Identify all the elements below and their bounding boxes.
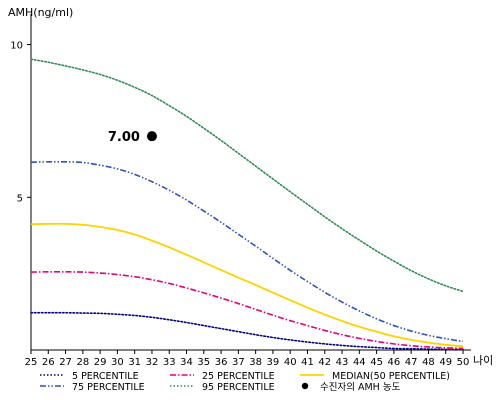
- series-line-25-percentile: [30, 270, 464, 350]
- x-tick-label: 45: [370, 357, 383, 368]
- legend: 5 PERCENTILE 25 PERCENTILE MEDIAN(50 PERCE…: [40, 371, 450, 393]
- tick-labels: 5 10 25 26 27 28 29 30 31 32 33 34 35 36 37 38 39 40 41 42 4…: [10, 41, 469, 368]
- x-tick-label: 48: [422, 357, 435, 368]
- legend-swatch-point: [301, 382, 309, 390]
- x-tick-label: 26: [42, 357, 55, 368]
- x-tick-label: 42: [318, 357, 331, 368]
- x-tick-label: 31: [128, 357, 141, 368]
- x-tick-label: 44: [353, 357, 366, 368]
- series-line-median-50-percentile: [30, 222, 464, 348]
- legend-label: 수진자의 AMH 농도: [320, 382, 401, 393]
- x-axis-title: 나이: [473, 354, 493, 367]
- legend-label: 75 PERCENTILE: [72, 382, 145, 393]
- chart-axes: [27, 14, 471, 354]
- legend-item: 수진자의 AMH 농도: [301, 382, 401, 393]
- legend-item: MEDIAN(50 PERCENTILE): [300, 371, 450, 382]
- x-tick-label: 47: [405, 357, 418, 368]
- x-tick-label: 38: [249, 357, 262, 368]
- x-tick-label: 25: [25, 357, 38, 368]
- x-tick-label: 34: [180, 357, 193, 368]
- legend-label: MEDIAN(50 PERCENTILE): [332, 371, 450, 382]
- x-tick-label: 43: [336, 357, 349, 368]
- series-line-95-percentile: [30, 58, 464, 293]
- series-lines: [30, 58, 464, 351]
- y-axis-title: AMH(ng/ml): [8, 6, 73, 19]
- x-tick-label: 37: [232, 357, 245, 368]
- patient-amh-value-label: 7.00: [108, 130, 140, 145]
- legend-label: 5 PERCENTILE: [72, 371, 139, 382]
- series-line-75-percentile: [30, 160, 464, 343]
- x-tick-label: 36: [215, 357, 228, 368]
- x-tick-label: 46: [388, 357, 401, 368]
- legend-label: 95 PERCENTILE: [202, 382, 275, 393]
- patient-point-group: 7.00: [108, 130, 157, 145]
- legend-label: 25 PERCENTILE: [202, 371, 275, 382]
- y-tick-label: 10: [10, 41, 23, 52]
- x-tick-label: 49: [439, 357, 452, 368]
- x-tick-label: 29: [94, 357, 107, 368]
- x-tick-label: 40: [284, 357, 297, 368]
- x-tick-label: 39: [267, 357, 280, 368]
- legend-item: 95 PERCENTILE: [170, 382, 275, 393]
- x-tick-label: 50: [457, 357, 470, 368]
- x-tick-label: 32: [146, 357, 159, 368]
- legend-item: 25 PERCENTILE: [170, 371, 275, 382]
- patient-amh-point: [146, 131, 157, 142]
- x-tick-label: 30: [111, 357, 124, 368]
- x-tick-label: 28: [76, 357, 89, 368]
- x-tick-label: 41: [301, 357, 314, 368]
- x-tick-label: 27: [59, 357, 72, 368]
- legend-item: 5 PERCENTILE: [40, 371, 139, 382]
- x-tick-label: 33: [163, 357, 176, 368]
- legend-item: 75 PERCENTILE: [40, 382, 145, 393]
- y-tick-label: 5: [17, 193, 23, 204]
- x-tick-label: 35: [197, 357, 210, 368]
- series-line-5-percentile: [30, 311, 464, 351]
